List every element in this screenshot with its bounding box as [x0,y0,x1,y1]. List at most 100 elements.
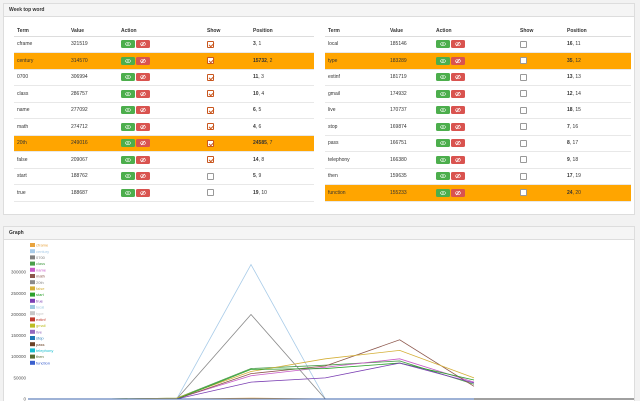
hide-button[interactable] [136,188,150,197]
view-button[interactable] [121,56,135,65]
legend-label[interactable]: 20th [36,280,44,285]
view-button[interactable] [436,73,450,82]
action-cell [433,168,517,185]
hide-button[interactable] [451,73,465,82]
legend-label[interactable]: 0700 [36,255,46,260]
view-button[interactable] [121,139,135,148]
show-checkbox[interactable] [520,90,527,98]
action-cell [118,184,204,202]
hide-button[interactable] [136,89,150,98]
view-button[interactable] [121,188,135,197]
legend-label[interactable]: false [36,286,45,291]
legend-label[interactable]: telephony [36,348,53,353]
show-checkbox[interactable] [207,156,214,164]
legend-label[interactable]: function [36,360,50,365]
eye-icon [125,124,131,132]
view-button[interactable] [121,106,135,115]
show-checkbox[interactable] [520,123,527,131]
legend-label[interactable]: true [36,298,44,303]
legend-label[interactable]: extinf [36,317,46,322]
view-button[interactable] [436,89,450,98]
legend-label[interactable]: stop [36,336,44,341]
hide-button[interactable] [451,56,465,65]
legend-label[interactable]: type [36,311,44,316]
show-checkbox[interactable] [520,57,527,65]
legend-label[interactable]: live [36,329,43,334]
position-cell: 18, 15 [564,102,631,119]
hide-button[interactable] [136,122,150,131]
view-button[interactable] [121,73,135,82]
position-cell: 17, 19 [564,168,631,185]
hide-button[interactable] [136,73,150,82]
hide-button[interactable] [136,155,150,164]
hide-button[interactable] [136,40,150,49]
position-index: , 16 [569,123,579,130]
y-tick-label: 0 [23,397,26,401]
view-button[interactable] [436,40,450,49]
hide-button[interactable] [451,139,465,148]
hide-button[interactable] [136,56,150,66]
legend-label[interactable]: math [36,274,45,279]
show-checkbox[interactable] [207,139,214,147]
legend-label[interactable]: pass [36,342,44,347]
legend-swatch [30,249,35,254]
view-button[interactable] [436,139,450,148]
show-checkbox[interactable] [207,189,214,197]
show-checkbox[interactable] [520,172,527,180]
show-checkbox[interactable] [207,73,214,81]
hide-button[interactable] [451,122,465,131]
show-checkbox[interactable] [207,90,214,98]
show-checkbox[interactable] [207,57,214,65]
view-button[interactable] [436,56,450,65]
view-button[interactable] [121,89,135,98]
position-index: , 8 [258,156,265,163]
view-button[interactable] [436,106,450,115]
eye-slash-icon [140,58,146,66]
legend-label[interactable]: cframe [36,243,49,248]
view-button[interactable] [121,122,135,132]
show-checkbox[interactable] [207,123,214,131]
show-checkbox[interactable] [207,106,214,114]
show-checkbox[interactable] [520,156,527,164]
hide-button[interactable] [451,106,465,115]
view-button[interactable] [121,155,135,164]
legend-label[interactable]: local [36,305,44,310]
show-checkbox[interactable] [520,40,527,48]
action-cell [118,36,204,53]
legend-label[interactable]: gmail [36,323,46,328]
legend-label[interactable]: name [36,267,47,272]
show-checkbox[interactable] [520,189,527,197]
show-checkbox[interactable] [520,139,527,147]
show-checkbox[interactable] [520,73,527,81]
y-tick-label: 100000 [11,354,27,359]
legend-label[interactable]: century [36,249,49,254]
legend-label[interactable]: class [36,261,45,266]
position-cell: 24585, 7 [250,135,314,152]
position-cell: 12, 14 [564,85,631,103]
legend-label[interactable]: start [36,292,45,297]
hide-button[interactable] [451,188,465,197]
view-button[interactable] [436,172,450,181]
hide-button[interactable] [136,139,150,148]
legend-label[interactable]: then [36,354,44,359]
show-checkbox[interactable] [207,172,214,180]
panel-title: Week top word [4,4,634,17]
hide-button[interactable] [451,172,465,181]
legend-swatch [30,305,35,309]
view-button[interactable] [121,172,135,181]
col-show: Show [517,26,564,37]
term-cell: name [14,102,68,119]
hide-button[interactable] [136,172,150,181]
view-button[interactable] [436,155,450,164]
hide-button[interactable] [451,155,465,164]
action-cell [433,69,517,86]
view-button[interactable] [436,122,450,131]
view-button[interactable] [436,188,450,197]
hide-button[interactable] [451,40,465,49]
hide-button[interactable] [451,89,465,98]
hide-button[interactable] [136,106,150,115]
show-checkbox[interactable] [207,40,214,48]
col-action: Action [433,26,517,37]
view-button[interactable] [121,40,135,49]
show-checkbox[interactable] [520,106,527,114]
